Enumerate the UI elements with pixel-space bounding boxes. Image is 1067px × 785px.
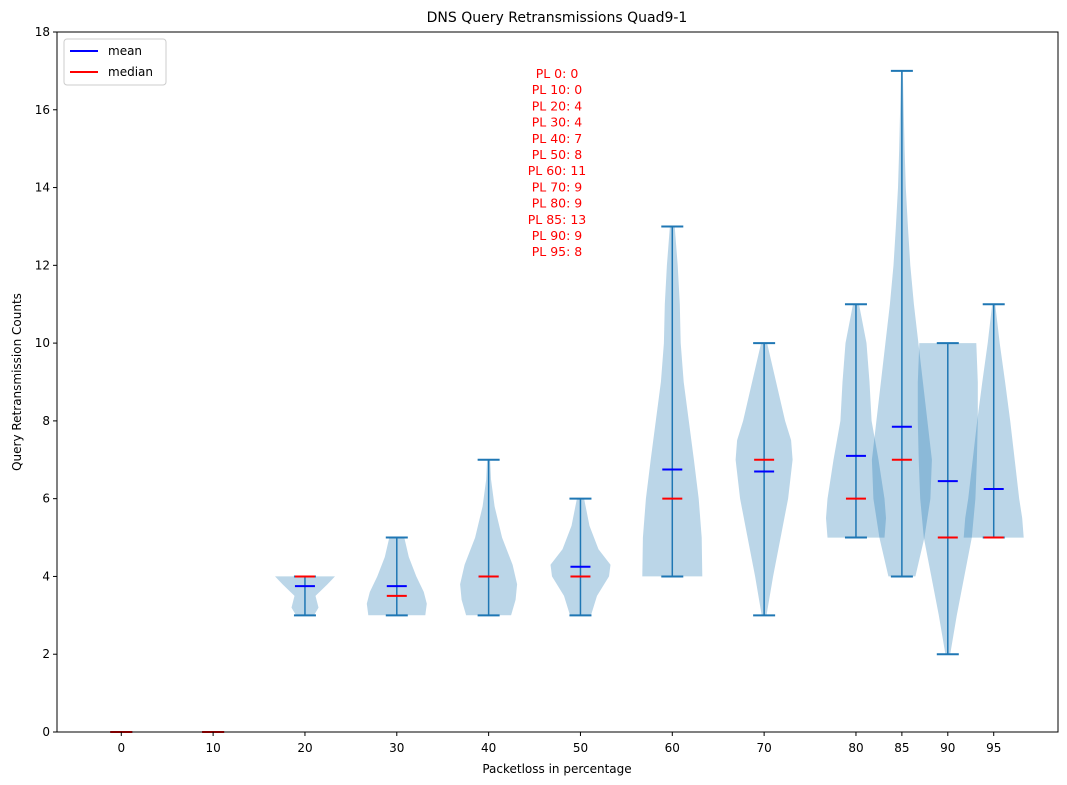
annotation-line: PL 0: 0 [536, 66, 579, 81]
y-tick-label: 4 [42, 569, 50, 583]
x-axis: 0 10 20 30 40 50 60 70 80 85 90 95 [117, 732, 1001, 755]
annotation-line: PL 30: 4 [532, 115, 583, 130]
y-tick-label: 14 [35, 181, 50, 195]
y-tick-label: 12 [35, 258, 50, 272]
plot-frame [56, 31, 1059, 733]
violin-group-70 [735, 342, 793, 617]
violin-group-90 [917, 342, 978, 656]
legend-label-median: median [108, 65, 153, 79]
y-tick-label: 0 [42, 725, 50, 739]
x-tick-label: 50 [573, 741, 588, 755]
legend-label-mean: mean [108, 44, 142, 58]
annotation-line: PL 10: 0 [532, 82, 583, 97]
annotation-line: PL 80: 9 [532, 196, 583, 211]
annotation-line: PL 90: 9 [532, 228, 583, 243]
annotation-line: PL 50: 8 [532, 147, 583, 162]
x-tick-label: 20 [297, 741, 312, 755]
annotation-line: PL 85: 13 [528, 212, 586, 227]
y-axis-title: Query Retransmission Counts [10, 293, 24, 471]
x-tick-label: 85 [894, 741, 909, 755]
violin-group-50 [550, 497, 611, 617]
violin-group-20 [275, 575, 335, 617]
y-tick-label: 2 [42, 647, 50, 661]
violin-group-60 [642, 225, 703, 578]
annotation-block: PL 0: 0PL 10: 0PL 20: 4PL 30: 4PL 40: 7P… [528, 66, 586, 259]
violin-group-30 [366, 536, 427, 617]
y-tick-label: 16 [35, 103, 50, 117]
annotation-line: PL 40: 7 [532, 131, 583, 146]
violin-group-95 [963, 303, 1024, 539]
annotation-line: PL 70: 9 [532, 179, 583, 194]
x-axis-title: Packetloss in percentage [482, 762, 631, 776]
y-tick-label: 18 [35, 25, 50, 39]
y-tick-label: 6 [42, 492, 50, 506]
plot-area [110, 69, 1024, 733]
x-tick-label: 95 [986, 741, 1001, 755]
x-tick-label: 80 [848, 741, 863, 755]
annotation-line: PL 60: 11 [528, 163, 586, 178]
x-tick-label: 60 [665, 741, 680, 755]
y-tick-label: 10 [35, 336, 50, 350]
y-axis: 0 2 4 6 8 10 12 14 16 18 [35, 25, 57, 739]
x-tick-label: 40 [481, 741, 496, 755]
chart-title: DNS Query Retransmissions Quad9-1 [427, 10, 688, 26]
legend: mean median [63, 38, 167, 86]
x-tick-label: 30 [389, 741, 404, 755]
y-tick-label: 8 [42, 414, 50, 428]
violin-group-80 [826, 303, 886, 539]
annotation-line: PL 95: 8 [532, 244, 583, 259]
x-tick-label: 0 [117, 741, 125, 755]
violin-group-85 [871, 69, 932, 578]
x-tick-label: 10 [205, 741, 220, 755]
x-tick-label: 90 [940, 741, 955, 755]
x-tick-label: 70 [756, 741, 771, 755]
violin-group-40 [460, 458, 518, 617]
annotation-line: PL 20: 4 [532, 98, 583, 113]
